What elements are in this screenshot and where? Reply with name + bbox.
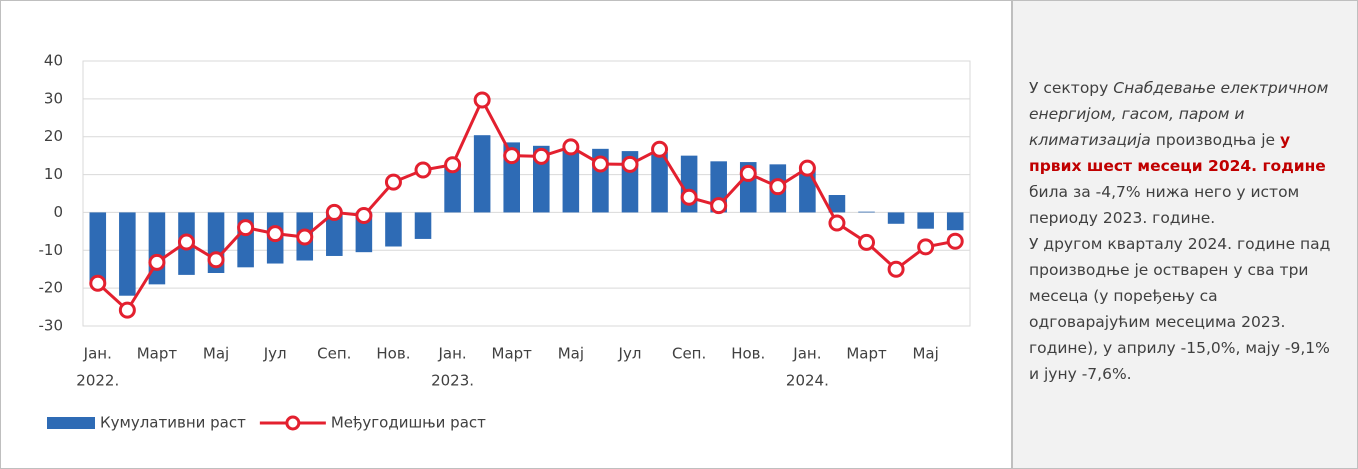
bar	[444, 164, 461, 213]
marker	[828, 214, 846, 232]
x-tick-label: Март	[846, 345, 887, 363]
chart: -30 -20 -10 0 10 20 30 40 Јан. Март Мај Јул Сеп. Нов.…	[0, 0, 1012, 469]
x-tick-label: Јан.	[792, 345, 821, 363]
bar	[887, 212, 905, 224]
text: била за -4,7% нижа него у истом периоду …	[1029, 183, 1300, 227]
x-tick-label: Сеп.	[672, 345, 706, 363]
marker	[207, 251, 225, 269]
y-tick-label: 40	[44, 52, 63, 70]
marker	[858, 233, 876, 251]
bar	[562, 147, 580, 213]
marker	[325, 203, 343, 221]
y-tick-label: -20	[39, 279, 64, 297]
marker	[739, 164, 757, 182]
highlight: у првих шест месеци 2024. године	[1029, 131, 1326, 175]
y-tick-label: 20	[44, 127, 63, 145]
marker	[414, 161, 432, 179]
marker	[680, 188, 698, 206]
text: У сектору	[1029, 79, 1114, 97]
marker	[591, 155, 609, 173]
legend-swatch	[47, 417, 95, 429]
legend-label: Међугодишњи раст	[331, 414, 486, 432]
bar	[119, 212, 136, 296]
x-tick-label: Март	[492, 345, 533, 363]
x-tick-label: Нов.	[731, 345, 765, 363]
bar	[385, 212, 402, 247]
marker	[266, 225, 284, 243]
year-label: 2022.	[76, 372, 119, 390]
x-tick-label: Нов.	[376, 345, 410, 363]
text: У другом кварталу 2024. године пад произ…	[1029, 235, 1331, 383]
x-tick-label: Сеп.	[317, 345, 351, 363]
text: Снабдевање електричном енергијом, гасом,…	[1029, 79, 1329, 149]
marker	[798, 159, 816, 177]
bar	[858, 211, 875, 213]
bar	[326, 212, 343, 256]
marker	[887, 260, 905, 278]
x-tick-label: Март	[137, 345, 178, 363]
marker	[503, 147, 521, 165]
bar	[946, 212, 964, 231]
marker	[562, 138, 580, 156]
marker	[769, 178, 787, 196]
year-label: 2023.	[431, 372, 474, 390]
bar	[414, 212, 432, 239]
bar	[651, 151, 668, 213]
bar	[828, 195, 846, 213]
x-tick-label: Јан.	[437, 345, 466, 363]
marker	[651, 140, 669, 158]
x-tick-label: Јул	[618, 345, 642, 363]
y-tick-label: 0	[53, 203, 63, 221]
x-tick-label: Мај	[912, 345, 938, 363]
text-panel: У сектору Снабдевање електричном енергиј…	[1012, 0, 1358, 469]
x-tick-label: Јан.	[83, 345, 112, 363]
legend-label: Кумулативни раст	[100, 414, 246, 432]
marker	[473, 91, 491, 109]
marker	[118, 301, 136, 319]
x-tick-label: Мај	[203, 345, 229, 363]
marker	[148, 253, 166, 271]
legend-marker	[285, 415, 301, 431]
x-tick-label: Мај	[558, 345, 584, 363]
y-tick-label: -30	[39, 317, 64, 335]
year-label: 2024.	[786, 372, 829, 390]
marker	[710, 197, 728, 215]
line	[96, 96, 956, 313]
y-tick-label: 10	[44, 165, 63, 183]
text: производња је	[1150, 131, 1280, 149]
paragraph: У другом кварталу 2024. године пад произ…	[1029, 231, 1343, 387]
marker	[946, 232, 964, 250]
marker	[355, 206, 373, 224]
marker	[621, 155, 639, 173]
marker	[177, 233, 195, 251]
marker	[296, 228, 314, 246]
marker	[532, 147, 550, 165]
x-tick-label: Јул	[263, 345, 287, 363]
bar	[917, 212, 934, 229]
marker	[917, 238, 935, 256]
y-tick-label: 30	[44, 89, 63, 107]
plot-border	[82, 60, 971, 327]
paragraph: У сектору Снабдевање електричном енергиј…	[1029, 75, 1343, 231]
bar	[473, 135, 491, 213]
marker	[237, 219, 255, 237]
marker	[384, 173, 402, 191]
marker	[444, 156, 462, 174]
y-tick-label: -10	[39, 241, 64, 259]
marker	[89, 274, 107, 292]
bar	[89, 212, 107, 283]
